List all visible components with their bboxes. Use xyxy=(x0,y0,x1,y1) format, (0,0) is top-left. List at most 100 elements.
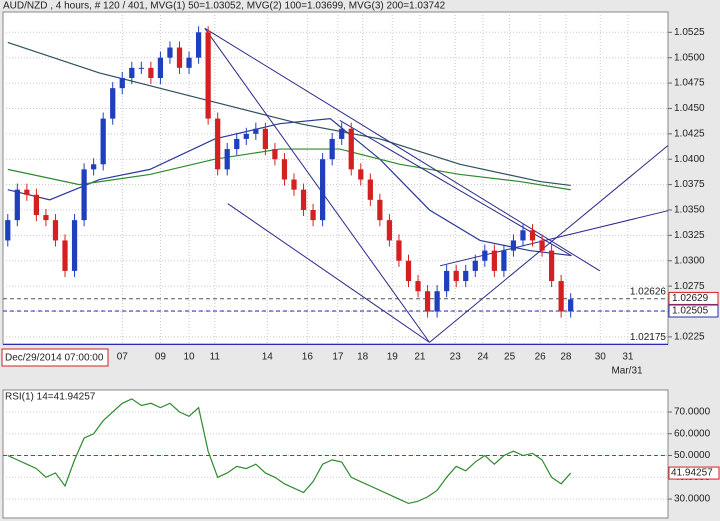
candle-body xyxy=(300,189,307,210)
candle-body xyxy=(71,220,78,271)
candle-body xyxy=(176,47,183,68)
candle-body xyxy=(539,240,545,251)
candle-body xyxy=(548,250,555,282)
candle-body xyxy=(62,240,68,271)
x-tick-label: 16 xyxy=(302,352,314,363)
y-tick-label: 30.0000 xyxy=(674,494,711,505)
trend-line xyxy=(439,210,669,267)
y-tick-label: 1.0275 xyxy=(674,281,705,292)
chart-header: AUD/NZD , 4 hours, # 120 / 401, MVG(1) 5… xyxy=(3,1,446,12)
y-tick-label: 1.0375 xyxy=(674,179,705,190)
rsi-box-label: 41.94257 xyxy=(671,468,713,479)
x-tick-label: 30 xyxy=(595,352,607,363)
price-box-label: 1.02505 xyxy=(672,306,709,317)
x-tick-label: 31 xyxy=(622,352,634,363)
x-tick-label: 25 xyxy=(504,352,516,363)
candle-body xyxy=(444,270,450,292)
candle-body xyxy=(482,250,488,261)
candle-body xyxy=(157,57,164,78)
price-box-label: 1.02629 xyxy=(672,293,709,304)
candle-body xyxy=(129,67,135,78)
candle-body xyxy=(520,230,526,241)
candle-body xyxy=(24,189,30,195)
y-tick-label: 1.0425 xyxy=(674,128,705,139)
x-tick-label: 18 xyxy=(357,352,369,363)
y-tick-label: 1.0225 xyxy=(674,332,705,343)
y-tick-label: 50.0000 xyxy=(674,450,711,461)
candle-body xyxy=(501,250,507,271)
candle-body xyxy=(148,67,154,78)
x-end-label: Mar/31 xyxy=(611,366,643,377)
candle-body xyxy=(491,250,497,271)
candle-body xyxy=(253,128,259,134)
y-tick-label: 1.0325 xyxy=(674,230,705,241)
candle-body xyxy=(205,32,211,119)
candle-body xyxy=(415,281,421,292)
candle-body xyxy=(52,220,59,241)
candle-body xyxy=(339,128,345,139)
candle-body xyxy=(272,149,278,160)
candle-body xyxy=(510,240,517,251)
x-tick-label: 14 xyxy=(262,352,274,363)
x-tick-label: 24 xyxy=(477,352,489,363)
candle-body xyxy=(195,32,202,58)
candle-body xyxy=(234,138,240,150)
x-tick-label: 26 xyxy=(535,352,547,363)
candle-body xyxy=(319,159,326,221)
x-tick-label: 17 xyxy=(332,352,344,363)
price-box xyxy=(668,291,719,305)
candle-body xyxy=(167,47,173,58)
candle-body xyxy=(281,159,288,180)
candle-body xyxy=(100,118,106,165)
level-label: 1.02626 xyxy=(630,286,667,297)
candle-body xyxy=(358,169,364,180)
candle-body xyxy=(568,299,574,312)
candle-body xyxy=(434,291,440,312)
candle-body xyxy=(14,189,20,221)
x-tick-label: 21 xyxy=(414,352,426,363)
rsi-line xyxy=(7,398,572,505)
candle-body xyxy=(386,220,393,241)
y-tick-label: 1.0525 xyxy=(674,27,705,38)
y-tick-label: 1.0400 xyxy=(674,154,705,165)
x-tick-label: 11 xyxy=(210,352,221,363)
candle-body xyxy=(5,220,11,241)
candle-body xyxy=(453,270,459,282)
candle-body xyxy=(558,281,564,312)
candle-body xyxy=(463,270,469,282)
x-tick-label: 19 xyxy=(387,352,399,363)
candle-body xyxy=(348,128,354,170)
candle-body xyxy=(329,138,335,160)
candle-body xyxy=(243,133,249,139)
candle-body xyxy=(81,169,87,221)
candle-body xyxy=(110,88,116,119)
rsi-box xyxy=(668,466,720,480)
y-tick-label: 1.0500 xyxy=(674,52,705,63)
candle-body xyxy=(262,128,268,150)
y-tick-label: 60.0000 xyxy=(674,428,711,439)
x-tick-label: 10 xyxy=(183,352,195,363)
level-label: 1.02175 xyxy=(630,332,667,343)
x-tick-label: 23 xyxy=(450,352,462,363)
y-tick-label: 1.0450 xyxy=(674,103,705,114)
candle-body xyxy=(215,118,221,170)
candle-body xyxy=(186,57,192,68)
candle-body xyxy=(291,179,297,190)
trend-line xyxy=(204,28,430,343)
candle-body xyxy=(310,209,316,221)
candle-body xyxy=(91,164,97,170)
candle-body xyxy=(43,215,49,221)
x-start-label: Dec/29/2014 07:00:00 xyxy=(5,353,104,364)
y-tick-label: 1.0300 xyxy=(674,255,705,266)
x-tick-label: 28 xyxy=(560,352,572,363)
rsi-title: RSI(1) 14=41.94257 xyxy=(5,392,96,403)
price-box xyxy=(668,304,719,318)
candle-body xyxy=(405,260,412,282)
candle-body xyxy=(529,230,536,241)
candle-body xyxy=(138,67,144,69)
moving-average xyxy=(7,148,571,191)
y-tick-label: 70.0000 xyxy=(674,407,711,418)
price-panel xyxy=(2,11,669,345)
candle-body xyxy=(377,199,383,221)
